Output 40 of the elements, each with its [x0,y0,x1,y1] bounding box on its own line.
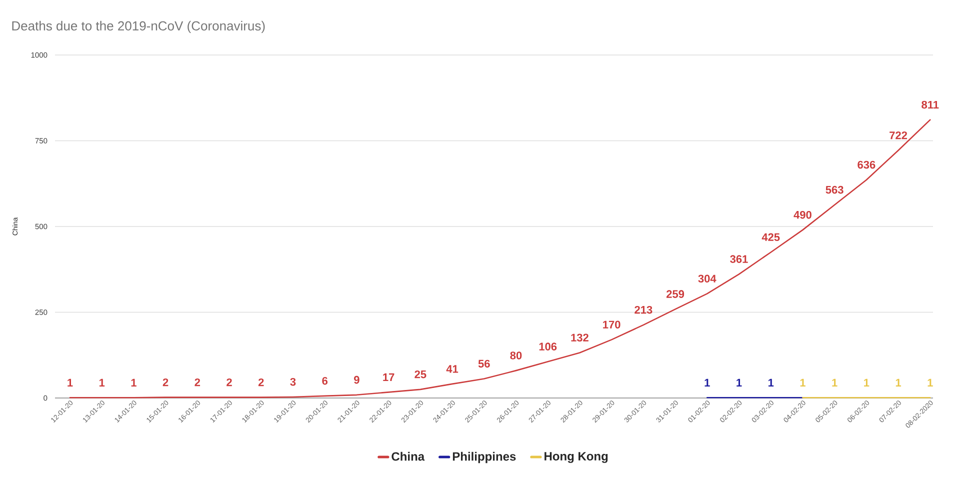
data-label: 1 [832,378,838,386]
chart-title: Deaths due to the 2019-nCoV (Coronavirus) [12,20,265,34]
data-label: 1 [896,378,902,386]
data-label: 213 [634,306,652,314]
data-label: 1 [800,378,806,386]
data-label: 3 [290,378,296,386]
data-label: 563 [826,186,844,194]
legend-label: Hong Kong [544,452,608,463]
data-label: 80 [510,352,522,360]
data-label: 304 [698,274,716,283]
data-label: 259 [666,290,684,298]
data-label: 25 [414,370,426,378]
data-label: 1 [768,378,774,386]
data-label: 1 [68,378,73,386]
data-label: 6 [322,376,328,385]
data-label: 1 [736,378,742,386]
data-label: 106 [539,342,557,350]
data-label: 17 [383,373,394,381]
data-label: 9 [354,376,360,384]
data-label: 425 [762,233,780,242]
data-label: 361 [730,255,748,263]
data-label: 1 [928,378,933,386]
data-label: 1 [864,378,870,386]
legend-label: Philippines [452,452,516,464]
data-label: 1 [131,378,136,386]
data-label: 2 [258,378,264,386]
data-label: 132 [571,334,588,342]
data-label: 1 [704,378,710,386]
legend-label: China [392,452,425,461]
data-label: 170 [603,320,620,328]
data-label: 490 [794,210,812,219]
data-label: 1 [99,378,105,386]
data-label: 636 [858,160,876,169]
data-label: 2 [226,378,232,386]
data-label: 41 [446,365,458,373]
data-label: 811 [922,100,939,109]
data-label: 722 [890,131,908,140]
data-label: 2 [162,378,168,386]
data-label: 56 [478,360,490,368]
data-label: 2 [194,378,200,386]
